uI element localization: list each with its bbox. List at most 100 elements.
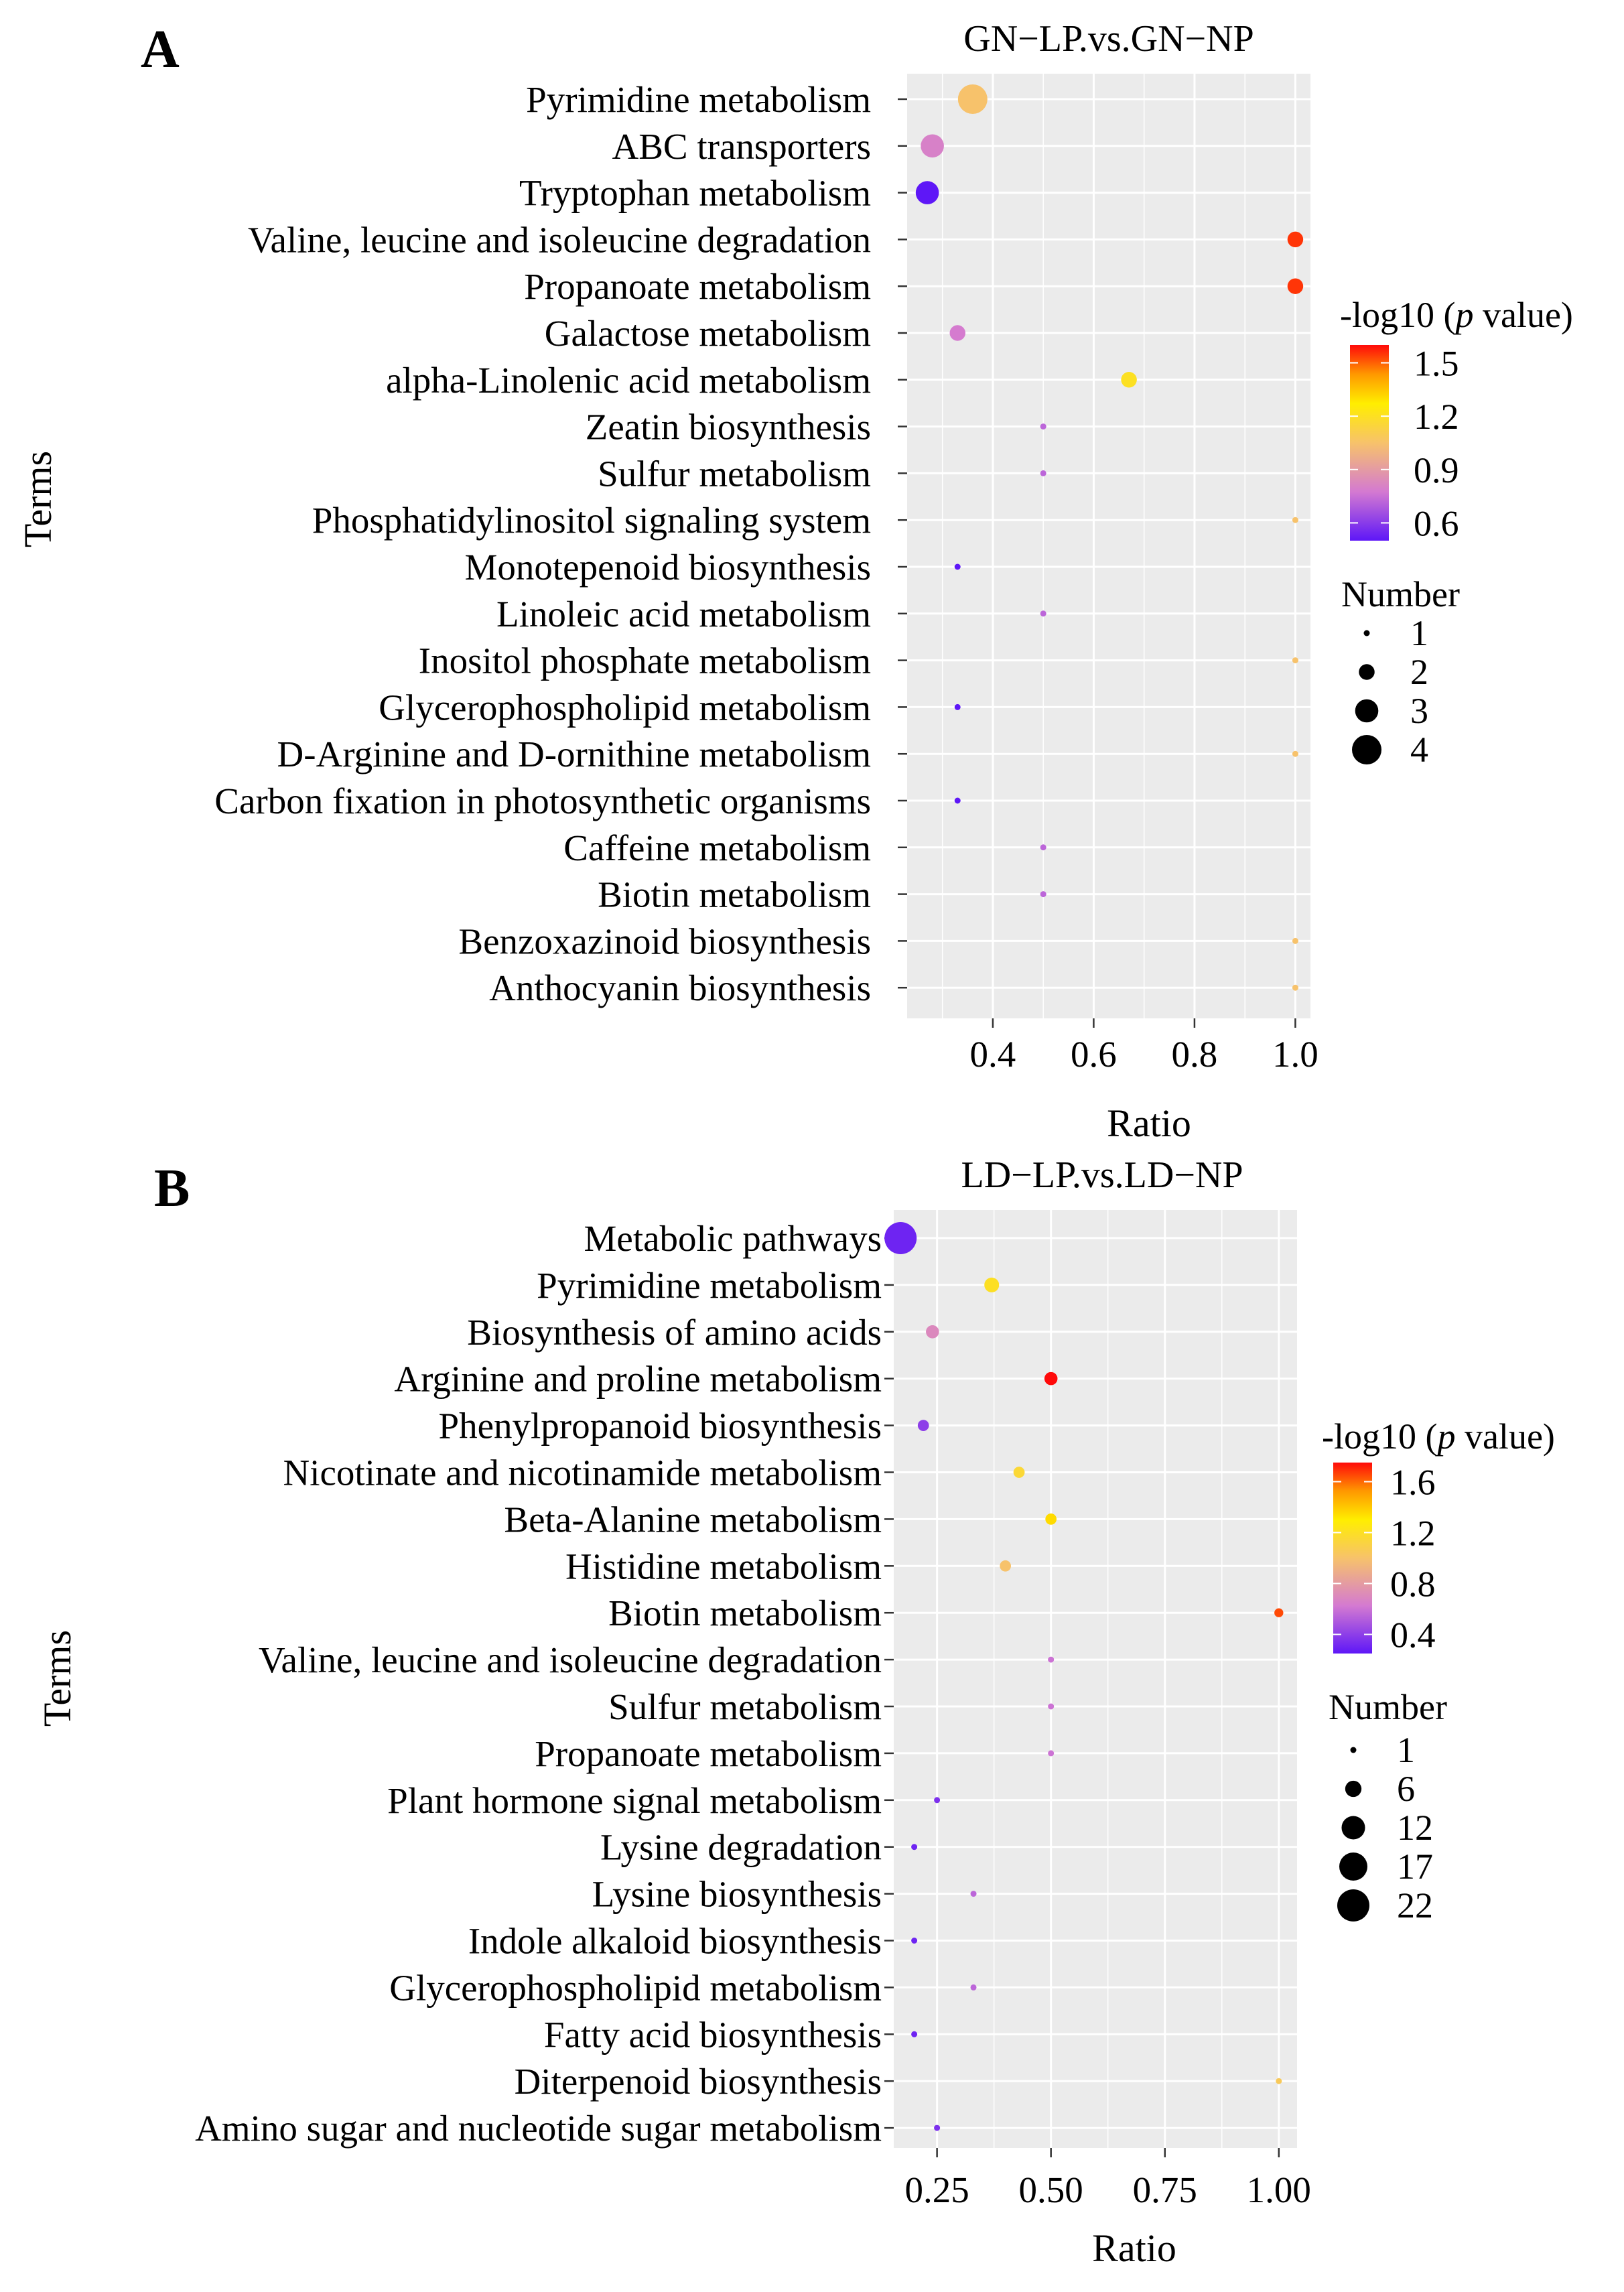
size-legend-label: 1: [1397, 1730, 1415, 1770]
data-point: [911, 2031, 918, 2037]
term-label: Zeatin biosynthesis: [586, 407, 871, 448]
panel-a-points: [915, 84, 1304, 991]
term-label: Biosynthesis of amino acids: [467, 1312, 882, 1353]
panel-b-x-ticks: 0.25 0.50 0.75 1.00: [904, 2148, 1311, 2210]
panel-b-gridlines: [894, 1210, 1297, 2148]
colorbar-tick-label: 1.2: [1390, 1513, 1436, 1554]
term-label: Plant hormone signal metabolism: [387, 1780, 882, 1821]
panel-b-colorbar: [1333, 1463, 1372, 1654]
size-legend-label: 4: [1410, 730, 1428, 770]
colorbar-tick-label: 1.6: [1390, 1463, 1436, 1503]
term-label: Valine, leucine and isoleucine degradati…: [259, 1639, 882, 1680]
data-point: [911, 1938, 918, 1944]
term-label: Benzoxazinoid biosynthesis: [458, 921, 871, 961]
data-point: [934, 1797, 941, 1804]
x-tick-label: 0.50: [1019, 2169, 1083, 2210]
data-point: [1040, 423, 1046, 430]
size-legend-dot: [1363, 630, 1370, 636]
term-label: Anthocyanin biosynthesis: [489, 967, 871, 1008]
data-point: [921, 134, 944, 158]
panel-b-color-legend-title: -log10 (p value): [1322, 1416, 1555, 1457]
term-label: Pyrimidine metabolism: [537, 1265, 882, 1306]
data-point: [926, 1325, 939, 1339]
data-point: [1274, 1608, 1284, 1617]
data-point: [1292, 517, 1298, 523]
size-legend-label: 17: [1397, 1846, 1433, 1887]
panel-b-term-labels: Metabolic pathways Pyrimidine metabolism B…: [195, 1218, 882, 2149]
panel-a-colorbar: [1350, 345, 1389, 541]
term-label: Metabolic pathways: [584, 1218, 882, 1259]
term-label: Indole alkaloid biosynthesis: [468, 1921, 882, 1962]
x-tick-label: 0.75: [1133, 2169, 1197, 2210]
size-legend-dot: [1355, 699, 1379, 723]
x-tick-label: 1.00: [1247, 2169, 1311, 2210]
term-label: Tryptophan metabolism: [519, 173, 871, 214]
data-point: [1292, 750, 1298, 757]
term-label: Propanoate metabolism: [535, 1733, 882, 1774]
term-label: Linoleic acid metabolism: [496, 594, 871, 634]
term-label: Biotin metabolism: [608, 1593, 882, 1633]
data-point: [917, 1420, 929, 1431]
size-legend-label: 1: [1410, 613, 1428, 653]
data-point: [984, 1277, 1000, 1292]
data-point: [1040, 891, 1046, 898]
panel-b-colorbar-ticks: 1.6 1.2 0.8 0.4: [1333, 1463, 1436, 1656]
panel-b-points: [884, 1222, 1284, 2131]
data-point: [1000, 1560, 1012, 1572]
term-label: alpha-Linolenic acid metabolism: [386, 360, 871, 401]
term-label: ABC transporters: [612, 126, 871, 167]
term-label: Monotepenoid biosynthesis: [464, 547, 871, 588]
colorbar-tick-label: 0.9: [1414, 450, 1459, 490]
panel-b-letter: B: [154, 1159, 190, 1218]
x-tick-label: 0.25: [904, 2169, 969, 2210]
data-point: [954, 563, 961, 570]
panel-a-plot-background: [907, 74, 1310, 1018]
data-point: [1013, 1467, 1025, 1478]
size-legend-label: 2: [1410, 652, 1428, 692]
panel-a: A GN−LP.vs.GN−NP Pyrimidine metabolism AB…: [16, 18, 1573, 1145]
term-label: Lysine biosynthesis: [592, 1874, 882, 1915]
data-point: [911, 1844, 918, 1850]
data-point: [1044, 1371, 1058, 1386]
panel-a-letter: A: [141, 20, 180, 79]
term-label: Amino sugar and nucleotide sugar metabol…: [195, 2108, 882, 2149]
colorbar-tick-label: 0.6: [1414, 503, 1459, 543]
term-label: Inositol phosphate metabolism: [419, 641, 871, 681]
size-legend-label: 6: [1397, 1769, 1415, 1809]
term-label: Propanoate metabolism: [524, 266, 871, 307]
size-legend-label: 12: [1397, 1808, 1433, 1848]
data-point: [954, 703, 961, 710]
colorbar-tick-label: 0.4: [1390, 1615, 1436, 1656]
panel-a-y-axis-label: Terms: [16, 451, 60, 547]
panel-b-x-axis-label: Ratio: [1092, 2226, 1176, 2270]
data-point: [1040, 610, 1046, 617]
size-legend-dot: [1341, 1816, 1365, 1840]
size-legend-label: 3: [1410, 691, 1428, 731]
panel-a-color-legend: -log10 (p value) 1.5 1.2 0.9 0.6: [1340, 295, 1573, 543]
x-tick-label: 1.0: [1272, 1034, 1318, 1075]
data-point: [915, 181, 939, 204]
size-legend-label: 22: [1397, 1885, 1433, 1926]
panel-a-size-legend-title: Number: [1341, 574, 1460, 614]
term-label: Phenylpropanoid biosynthesis: [438, 1406, 882, 1446]
term-label: Carbon fixation in photosynthetic organi…: [214, 781, 871, 821]
term-label: Sulfur metabolism: [608, 1686, 882, 1727]
panel-a-gridlines: [907, 74, 1310, 1018]
size-legend-dot: [1345, 1780, 1362, 1798]
panel-a-term-labels: Pyrimidine metabolism ABC transporters Try…: [214, 79, 871, 1008]
data-point: [1276, 2078, 1282, 2084]
term-label: Caffeine metabolism: [563, 827, 871, 868]
panel-b-y-ticks: [884, 1237, 894, 2129]
panel-b-color-legend: -log10 (p value) 1.6 1.2 0.8 0.4: [1322, 1416, 1555, 1656]
data-point: [970, 1984, 977, 1991]
x-tick-label: 0.6: [1071, 1034, 1117, 1075]
term-label: Phosphatidylinositol signaling system: [312, 500, 871, 541]
colorbar-tick-label: 1.2: [1414, 397, 1459, 437]
panel-b-size-legend-title: Number: [1329, 1687, 1447, 1727]
term-label: Valine, leucine and isoleucine degradati…: [248, 219, 871, 260]
data-point: [957, 84, 988, 114]
data-point: [1048, 1703, 1055, 1710]
